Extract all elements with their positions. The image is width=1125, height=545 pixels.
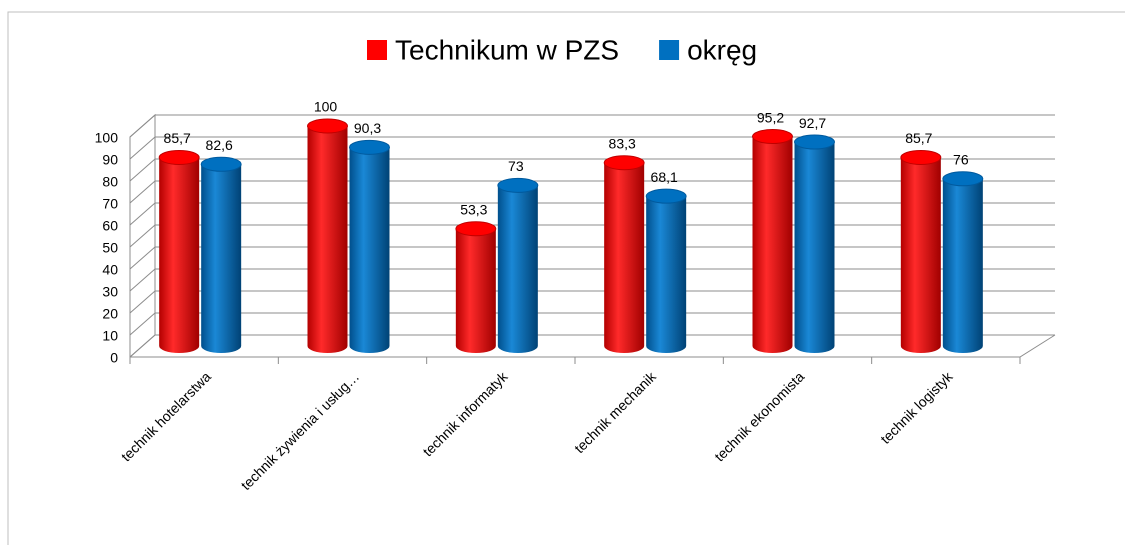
bar-top — [900, 149, 942, 165]
bar-top — [307, 118, 348, 134]
bar — [942, 178, 983, 353]
data-label: 90,3 — [354, 120, 381, 136]
data-label: 92,7 — [799, 115, 826, 131]
bar — [604, 162, 645, 353]
data-label: 73 — [508, 158, 524, 174]
y-tick-label: 100 — [95, 130, 119, 146]
legend-swatch — [367, 40, 387, 60]
bar-top — [645, 188, 687, 204]
y-tick-label: 60 — [102, 218, 118, 234]
data-label: 82,6 — [206, 137, 233, 153]
legend-label: Technikum w PZS — [395, 34, 619, 65]
bar — [349, 147, 390, 353]
y-tick-label: 30 — [102, 284, 118, 300]
grid-line — [129, 114, 1055, 138]
bar — [646, 196, 687, 353]
bar-top — [942, 171, 984, 187]
legend-label: okręg — [687, 34, 757, 65]
y-tick-label: 80 — [102, 174, 118, 190]
bar-top — [200, 156, 242, 172]
bar — [900, 157, 941, 353]
y-tick-label: 10 — [102, 328, 118, 344]
x-tick-label: technik żywienia i usług… — [238, 368, 363, 493]
y-tick-label: 50 — [102, 240, 118, 256]
y-tick-label: 20 — [102, 306, 118, 322]
data-label: 100 — [314, 99, 338, 115]
bar — [307, 126, 348, 353]
y-tick-label: 90 — [102, 152, 118, 168]
bar-top — [603, 155, 645, 171]
x-tick-label: technik mechanik — [571, 368, 660, 457]
bar — [455, 228, 496, 353]
bar-top — [497, 177, 539, 193]
bar — [201, 164, 242, 353]
data-label: 68,1 — [651, 169, 678, 185]
bar — [752, 136, 793, 353]
bar-top — [349, 139, 390, 155]
frame — [7, 11, 1125, 545]
y-tick-label: 40 — [102, 262, 118, 278]
bar-top — [455, 221, 497, 237]
y-tick-label: 0 — [110, 350, 118, 366]
x-tick-label: technik informatyk — [419, 368, 511, 460]
bar-top — [794, 134, 835, 150]
data-label: 85,7 — [164, 130, 191, 146]
bar-top — [752, 129, 793, 145]
x-tick-label: technik logistyk — [877, 368, 956, 447]
bar — [794, 142, 835, 353]
bar — [497, 185, 538, 353]
data-label: 95,2 — [757, 109, 784, 125]
data-label: 53,3 — [460, 201, 487, 217]
bar-top — [158, 149, 200, 165]
bar — [159, 157, 200, 353]
y-tick-label: 70 — [102, 196, 118, 212]
x-tick-label: technik ekonomista — [711, 368, 807, 464]
x-tick-label: technik hotelarstwa — [118, 368, 214, 464]
data-label: 76 — [953, 152, 969, 168]
legend-swatch — [659, 40, 680, 60]
data-label: 85,7 — [905, 130, 932, 146]
data-label: 83,3 — [609, 135, 636, 151]
